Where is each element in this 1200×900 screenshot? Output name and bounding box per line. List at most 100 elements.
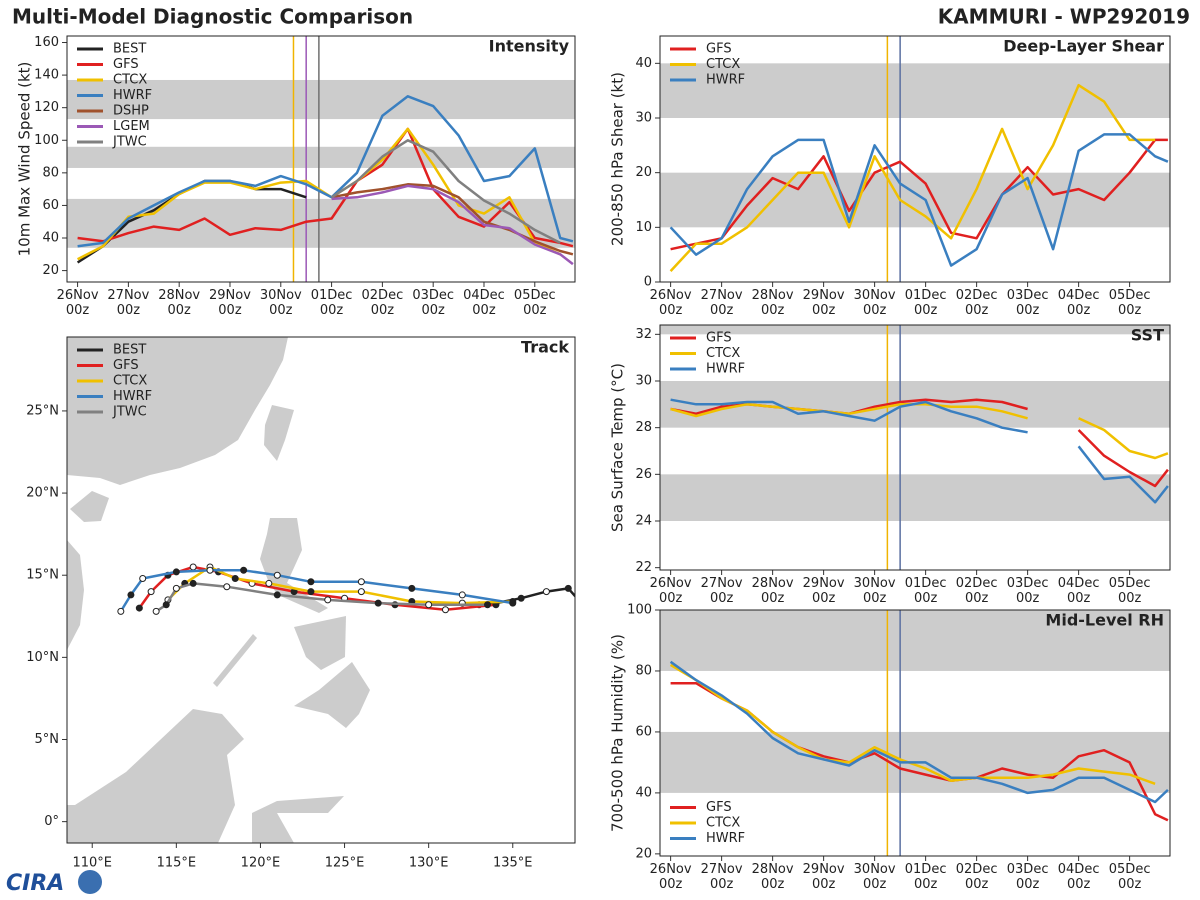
y-tick-label: 0 bbox=[644, 275, 652, 290]
y-axis-label: Sea Surface Temp (°C) bbox=[609, 363, 627, 532]
track-point bbox=[172, 584, 180, 592]
series-line bbox=[670, 138, 1168, 251]
x-tick-label: 30Nov 00z bbox=[853, 862, 896, 892]
y-tick-label: 80 bbox=[42, 165, 59, 180]
x-tick-label: 30Nov 00z bbox=[853, 288, 896, 318]
legend-label: GFS bbox=[113, 358, 139, 373]
panel-title: Track bbox=[521, 338, 569, 357]
x-tick-label: 26Nov 00z bbox=[649, 576, 692, 606]
track-point bbox=[273, 571, 281, 579]
track-point bbox=[273, 591, 281, 599]
track-point bbox=[509, 599, 517, 607]
legend-label: DSHP bbox=[113, 104, 149, 119]
track-point bbox=[139, 575, 147, 582]
x-tick-label: 29Nov 00z bbox=[209, 288, 251, 318]
track-point bbox=[484, 601, 492, 609]
series-line bbox=[478, 587, 575, 607]
track-point bbox=[172, 568, 180, 576]
y-tick-label: 15°N bbox=[26, 568, 59, 583]
y-tick-label: 100 bbox=[627, 603, 652, 618]
y-tick-label: 10 bbox=[635, 220, 652, 235]
track-point bbox=[564, 584, 572, 592]
x-tick-label: 28Nov 00z bbox=[751, 288, 794, 318]
panel-title: Deep-Layer Shear bbox=[1003, 37, 1164, 56]
x-tick-label: 01Dec 00z bbox=[904, 288, 947, 318]
legend-label: GFS bbox=[706, 331, 732, 346]
x-tick-label: 01Dec 00z bbox=[904, 862, 947, 892]
x-tick-label: 30Nov 00z bbox=[259, 288, 302, 318]
legend-label: CTCX bbox=[706, 816, 740, 831]
y-axis-label: 200-850 hPa Shear (kt) bbox=[609, 72, 627, 246]
legend-label: JTWC bbox=[112, 135, 147, 150]
series-line bbox=[669, 663, 1156, 785]
x-tick-label: 27Nov 00z bbox=[700, 862, 743, 892]
x-tick-label: 01Dec 00z bbox=[310, 288, 353, 318]
plot-frame bbox=[66, 35, 576, 283]
track-point bbox=[265, 579, 273, 587]
land bbox=[67, 337, 370, 843]
y-tick-label: 100 bbox=[34, 133, 59, 148]
x-tick-label: 28Nov 00z bbox=[751, 862, 794, 892]
legend-label: BEST bbox=[113, 42, 146, 57]
x-tick-label: 04Dec 00z bbox=[463, 288, 505, 318]
x-tick-label: 02Dec 00z bbox=[361, 288, 404, 318]
x-tick-label: 01Dec 00z bbox=[904, 576, 947, 606]
x-tick-label: 03Dec 00z bbox=[412, 288, 455, 318]
track-point bbox=[147, 588, 155, 596]
y-tick-label: 22 bbox=[635, 560, 652, 575]
logo-mark bbox=[78, 870, 102, 894]
y-tick-label: 28 bbox=[635, 420, 652, 435]
y-tick-label: 25°N bbox=[26, 403, 59, 418]
plot-area bbox=[67, 36, 575, 282]
series-line bbox=[155, 582, 488, 613]
x-tick-label: 03Dec 00z bbox=[1006, 288, 1049, 318]
x-tick-label: 115°E bbox=[157, 856, 197, 871]
x-tick-label: 05Dec 00z bbox=[1108, 576, 1151, 606]
legend-label: BEST bbox=[113, 343, 146, 358]
track-point bbox=[231, 575, 239, 582]
legend-label: GFS bbox=[706, 42, 732, 57]
y-tick-label: 20°N bbox=[26, 486, 59, 501]
x-tick-label: 03Dec 00z bbox=[1006, 862, 1049, 892]
band bbox=[660, 474, 1170, 521]
track-point bbox=[127, 591, 135, 599]
track-point bbox=[324, 596, 332, 604]
plot-frame bbox=[659, 35, 1171, 283]
track-point bbox=[408, 584, 416, 592]
y-tick-label: 20 bbox=[635, 165, 652, 180]
track-point bbox=[458, 591, 466, 599]
plot-frame bbox=[659, 324, 1171, 571]
y-tick-label: 40 bbox=[635, 785, 652, 800]
track-point bbox=[189, 563, 197, 571]
track-point bbox=[162, 601, 170, 609]
legend-label: HWRF bbox=[706, 831, 745, 846]
legend-label: HWRF bbox=[706, 73, 745, 88]
x-tick-label: 05Dec 00z bbox=[1108, 288, 1151, 318]
x-tick-label: 29Nov 00z bbox=[802, 288, 845, 318]
x-tick-label: 28Nov 00z bbox=[751, 576, 794, 606]
legend-label: HWRF bbox=[113, 389, 152, 404]
series-line bbox=[669, 660, 1169, 804]
series-line bbox=[331, 183, 574, 256]
band bbox=[67, 146, 575, 168]
legend-label: CTCX bbox=[113, 73, 147, 88]
y-tick-label: 40 bbox=[42, 231, 59, 246]
y-tick-label: 30 bbox=[635, 111, 652, 126]
plot-area bbox=[660, 36, 1170, 282]
x-tick-label: 02Dec 00z bbox=[955, 288, 998, 318]
legend-label: CTCX bbox=[113, 374, 147, 389]
x-tick-label: 02Dec 00z bbox=[955, 576, 998, 606]
series-line bbox=[330, 139, 561, 245]
series-line bbox=[669, 83, 1156, 272]
series-line bbox=[669, 133, 1169, 267]
track-point bbox=[425, 601, 433, 609]
legend-label: LGEM bbox=[113, 119, 150, 134]
plot-area bbox=[117, 563, 575, 615]
x-tick-label: 02Dec 00z bbox=[955, 862, 998, 892]
x-tick-label: 120°E bbox=[241, 856, 281, 871]
panel-title: SST bbox=[1131, 326, 1164, 345]
y-tick-label: 0° bbox=[44, 814, 59, 829]
y-tick-label: 20 bbox=[635, 846, 652, 861]
track-point bbox=[517, 594, 525, 602]
x-tick-label: 04Dec 00z bbox=[1057, 862, 1100, 892]
